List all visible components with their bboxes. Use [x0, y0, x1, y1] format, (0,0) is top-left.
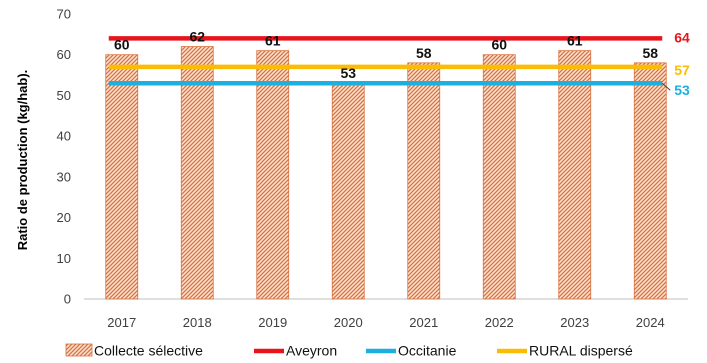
x-tick-label: 2023 — [560, 315, 589, 330]
data-label: 61 — [265, 33, 281, 49]
reference-lines: 64 53 57 — [108, 29, 690, 98]
y-tick-label: 20 — [57, 210, 71, 225]
reference-line-label: 64 — [674, 29, 690, 45]
x-tick-label: 2021 — [409, 315, 438, 330]
y-tick-label: 0 — [64, 292, 71, 307]
bar — [180, 46, 214, 300]
data-label: 62 — [189, 29, 205, 45]
y-axis-label: Ratio de production (kg/hab). — [15, 70, 30, 251]
x-tick-label: 2020 — [334, 315, 363, 330]
data-label: 58 — [642, 45, 658, 61]
y-tick-label: 40 — [57, 129, 71, 144]
bar — [633, 62, 667, 300]
data-labels: 60 62 61 53 58 60 61 58 — [114, 29, 658, 82]
x-tick-label: 2019 — [258, 315, 287, 330]
bar — [558, 50, 592, 300]
bar — [105, 54, 139, 300]
bar — [482, 54, 516, 300]
data-label: 60 — [491, 37, 507, 53]
y-tick-label: 50 — [57, 88, 71, 103]
legend-label: Aveyron — [286, 343, 337, 359]
y-tick-label: 60 — [57, 47, 71, 62]
y-tick-label: 10 — [57, 251, 71, 266]
bar — [256, 50, 290, 300]
x-tick-label: 2017 — [107, 315, 136, 330]
legend-swatch — [65, 343, 93, 357]
y-tick-label: 30 — [57, 169, 71, 184]
reference-line-label: 53 — [674, 82, 690, 98]
x-tick-label: 2018 — [183, 315, 212, 330]
legend: Collecte sélective Aveyron Occitanie RURAL … — [65, 343, 633, 359]
x-tick-label: 2022 — [485, 315, 514, 330]
y-tick-label: 70 — [57, 7, 71, 22]
reference-line-label: 57 — [674, 62, 690, 78]
bar — [331, 82, 365, 300]
leader-line — [661, 82, 671, 91]
axes: 0 10 20 30 40 50 60 70 2017 2018 2019 2020 2021 2022 2… — [57, 7, 688, 330]
legend-label: RURAL dispersé — [529, 343, 633, 359]
data-label: 58 — [416, 45, 432, 61]
legend-label: Collecte sélective — [94, 343, 203, 359]
data-label: 60 — [114, 37, 130, 53]
data-label: 61 — [567, 33, 583, 49]
legend-label: Occitanie — [398, 343, 457, 359]
bars — [105, 46, 667, 300]
data-label: 53 — [340, 65, 356, 81]
bar — [407, 62, 441, 300]
x-tick-label: 2024 — [636, 315, 665, 330]
